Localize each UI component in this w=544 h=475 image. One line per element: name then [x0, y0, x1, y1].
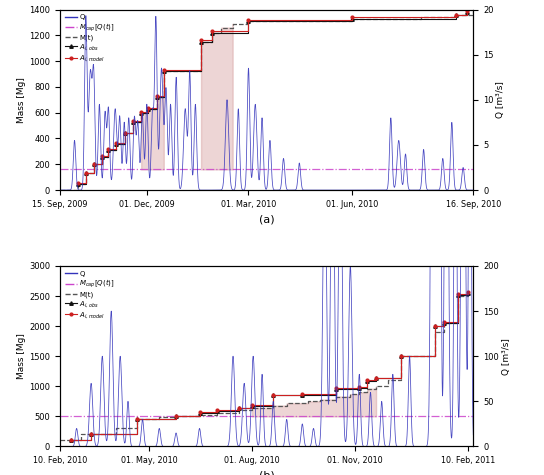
Legend: Q, $M_{cap}[Q(t)]$, M(t), $A_{i, obs}$, $A_{i, model}$: Q, $M_{cap}[Q(t)]$, M(t), $A_{i, obs}$, … [63, 269, 116, 321]
X-axis label: (b): (b) [259, 471, 274, 475]
Y-axis label: Mass [Mg]: Mass [Mg] [17, 77, 26, 123]
Y-axis label: Q [m³/s]: Q [m³/s] [496, 81, 505, 118]
Y-axis label: Mass [Mg]: Mass [Mg] [17, 333, 26, 379]
Legend: Q, $M_{cap}[Q(t)]$, M(t), $A_{i, obs}$, $A_{i, model}$: Q, $M_{cap}[Q(t)]$, M(t), $A_{i, obs}$, … [63, 13, 116, 65]
Y-axis label: Q [m³/s]: Q [m³/s] [502, 338, 510, 375]
X-axis label: (a): (a) [259, 214, 274, 224]
